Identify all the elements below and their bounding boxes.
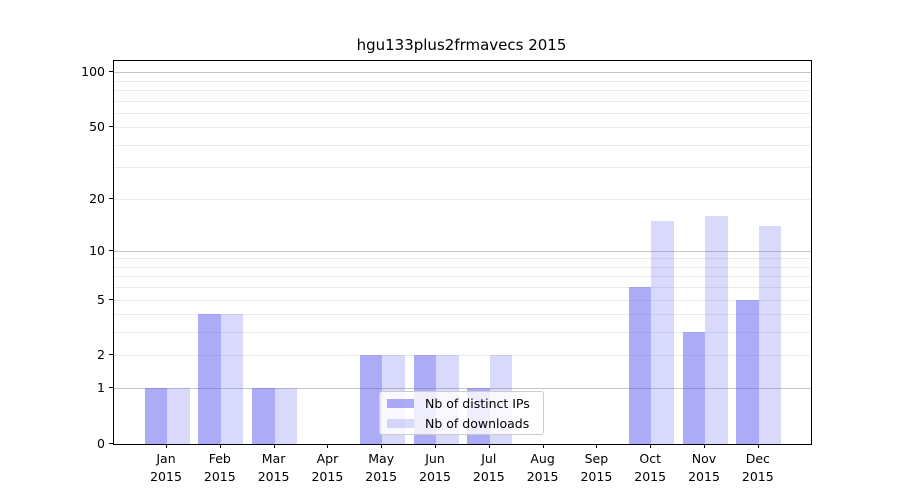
minor-gridline	[114, 100, 811, 102]
x-tick-label: Apr 2015	[311, 451, 344, 484]
minor-gridline	[114, 198, 811, 200]
x-tick-mark	[488, 444, 490, 448]
minor-gridline	[114, 80, 811, 82]
x-tick-mark	[704, 444, 705, 448]
bar-distinct-ips	[144, 388, 167, 444]
x-tick-label: Jan 2015	[150, 451, 182, 484]
y-tick-label: 10	[89, 242, 105, 258]
x-tick-label: Oct 2015	[634, 451, 667, 484]
x-tick-label: Nov 2015	[688, 451, 720, 484]
y-tick-mark	[109, 249, 113, 251]
minor-gridline	[114, 355, 811, 357]
y-tick-mark	[109, 71, 113, 73]
minor-gridline	[114, 127, 811, 129]
minor-gridline	[114, 332, 811, 334]
y-tick-label: 50	[89, 119, 105, 135]
bar-distinct-ips	[736, 299, 759, 444]
minor-gridline	[114, 299, 811, 301]
minor-gridline	[114, 287, 811, 289]
x-tick-mark	[757, 444, 759, 448]
legend-swatch-downloads	[387, 418, 414, 428]
legend-label-distinct-ips: Nb of distinct IPs	[425, 395, 530, 411]
x-tick-label: Mar 2015	[257, 451, 290, 484]
y-tick-label: 2	[97, 347, 105, 363]
minor-gridline	[114, 314, 811, 316]
x-tick-label: May 2015	[365, 451, 398, 484]
major-gridline	[114, 388, 811, 390]
bar-downloads	[651, 220, 674, 444]
x-tick-mark	[166, 444, 167, 448]
bar-downloads	[758, 225, 782, 444]
bar-downloads	[220, 314, 244, 444]
x-tick-label: Jul 2015	[472, 451, 505, 484]
y-tick-label: 0	[97, 436, 105, 451]
minor-gridline	[114, 112, 811, 114]
x-tick-mark	[650, 444, 652, 448]
legend-swatch-distinct-ips	[387, 398, 414, 408]
y-tick-mark	[109, 298, 113, 300]
x-tick-mark	[327, 444, 329, 448]
y-tick-mark	[109, 354, 113, 356]
bar-distinct-ips	[252, 388, 275, 444]
x-tick-label: Dec 2015	[741, 451, 774, 484]
legend: Nb of distinct IPs Nb of downloads	[379, 391, 544, 435]
y-tick-label: 1	[97, 380, 105, 396]
plot-area	[113, 60, 812, 445]
minor-gridline	[114, 167, 811, 169]
x-tick-mark	[273, 444, 275, 448]
x-tick-label: Feb 2015	[203, 451, 236, 484]
y-tick-mark	[109, 197, 113, 199]
bar-distinct-ips	[628, 287, 652, 444]
minor-gridline	[114, 276, 811, 278]
x-tick-label: Aug 2015	[526, 451, 559, 484]
y-tick-mark	[109, 387, 113, 389]
x-tick-mark	[219, 444, 221, 448]
legend-row-distinct-ips: Nb of distinct IPs	[387, 395, 535, 411]
minor-gridline	[114, 144, 811, 146]
bar-downloads	[705, 215, 728, 444]
x-tick-label: Jun 2015	[419, 451, 451, 484]
major-gridline	[114, 72, 811, 74]
bar-downloads	[167, 388, 190, 444]
bar-distinct-ips	[198, 314, 221, 444]
minor-gridline	[114, 266, 811, 268]
y-tick-mark	[109, 126, 113, 128]
chart-title: hgu133plus2frmavecs 2015	[356, 36, 567, 54]
y-tick-label: 100	[81, 64, 105, 80]
x-tick-mark	[381, 444, 383, 448]
bar-distinct-ips	[359, 355, 383, 444]
x-tick-mark	[435, 444, 436, 448]
bar-distinct-ips	[682, 332, 705, 444]
legend-row-downloads: Nb of downloads	[387, 415, 535, 431]
y-tick-mark	[109, 443, 113, 444]
y-tick-label: 5	[97, 291, 105, 307]
x-tick-label: Sep 2015	[580, 451, 613, 484]
legend-label-downloads: Nb of downloads	[425, 415, 530, 431]
minor-gridline	[114, 89, 811, 91]
x-tick-mark	[596, 444, 598, 448]
y-tick-label: 20	[89, 190, 105, 206]
bar-downloads	[274, 388, 298, 444]
major-gridline	[114, 250, 811, 252]
x-tick-mark	[542, 444, 544, 448]
minor-gridline	[114, 258, 811, 260]
